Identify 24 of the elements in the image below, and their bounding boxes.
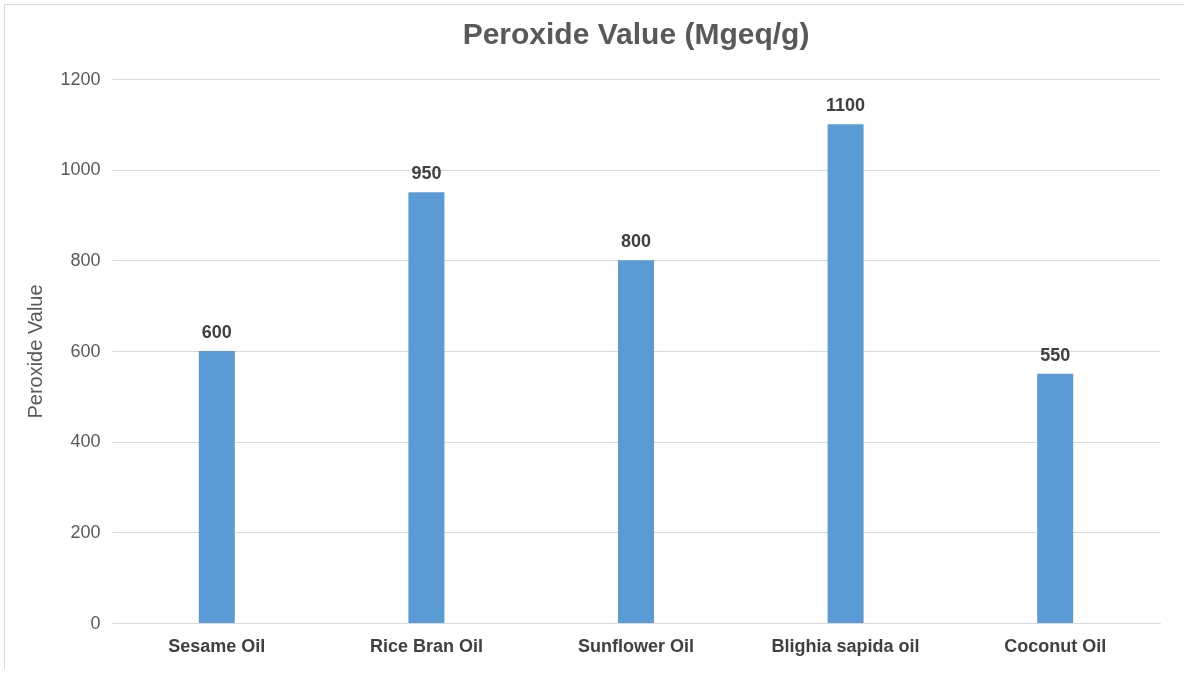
data-label: 600 xyxy=(201,322,232,342)
bar xyxy=(198,351,235,623)
y-tick-label: 400 xyxy=(70,431,101,452)
bar xyxy=(827,124,864,623)
bar xyxy=(618,260,654,623)
y-tick-label: 600 xyxy=(70,340,101,361)
x-tick-label: Sunflower Oil xyxy=(577,635,695,656)
x-tick-label: Coconut Oil xyxy=(1004,635,1107,656)
data-label: 1100 xyxy=(826,95,866,116)
y-tick-label: 1200 xyxy=(60,68,101,89)
x-tick-label: Rice Bran Oil xyxy=(369,635,483,656)
x-tick-label: Blighia sapida oil xyxy=(771,635,920,656)
x-tick-label: Sesame Oil xyxy=(168,635,266,656)
y-tick-label: 1000 xyxy=(60,159,101,180)
y-tick-label: 200 xyxy=(70,521,101,542)
y-tick-label: 0 xyxy=(90,612,101,633)
data-label: 550 xyxy=(1040,344,1071,365)
y-tick-label: 800 xyxy=(70,249,101,270)
data-label: 950 xyxy=(411,163,442,184)
data-label: 800 xyxy=(620,231,652,252)
bar xyxy=(1037,373,1074,623)
chart-title: Peroxide Value (Mgeq/g) xyxy=(462,17,810,50)
bar xyxy=(408,192,445,623)
y-axis-title: Peroxide Value xyxy=(24,284,47,419)
